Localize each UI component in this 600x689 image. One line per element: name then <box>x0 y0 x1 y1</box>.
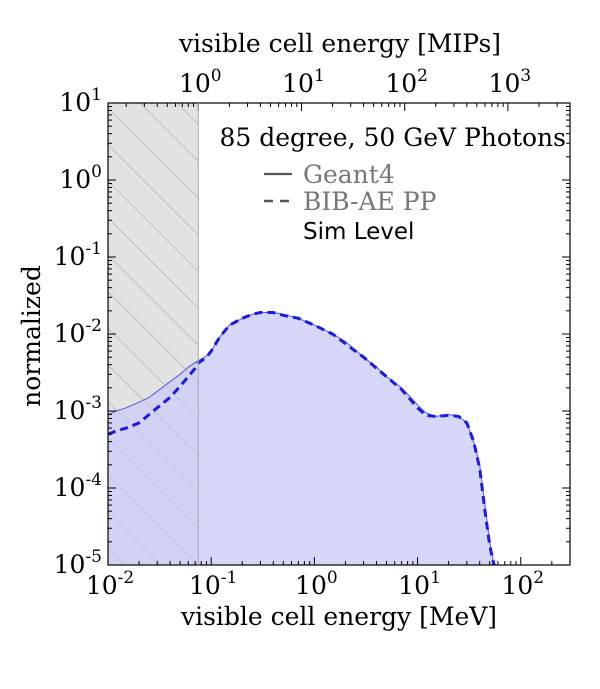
y-tick-label: 101 <box>59 85 102 117</box>
y-tick-label: 10-5 <box>54 547 102 579</box>
x-axis-top-label: visible cell energy [MIPs] <box>178 29 501 58</box>
x-tick-label: 100 <box>295 568 338 600</box>
x-tick-label: 102 <box>501 568 544 600</box>
series-geant4-fill <box>108 312 496 565</box>
x-tick-label: 10-2 <box>86 568 134 600</box>
legend-label-bib-ae: BIB-AE PP <box>303 187 436 216</box>
chart-title: 85 degree, 50 GeV Photons <box>219 123 566 152</box>
legend: Geant4 BIB-AE PP <box>264 160 436 216</box>
y-tick-label: 10-2 <box>54 316 102 348</box>
x-top-tick-label: 101 <box>282 66 325 98</box>
x-tick-label: 101 <box>398 568 441 600</box>
hatched-overlay <box>108 103 199 565</box>
legend-label-geant4: Geant4 <box>303 160 395 189</box>
series-layer <box>108 103 496 565</box>
x-tick-label: 10-1 <box>189 568 237 600</box>
x-axis-label: visible cell energy [MeV] <box>180 602 497 631</box>
y-tick-label: 10-3 <box>54 393 102 425</box>
x-top-tick-label: 103 <box>489 66 532 98</box>
series-bib-ae-line <box>108 311 496 565</box>
y-axis-label: normalized <box>17 265 46 407</box>
x-top-tick-label: 100 <box>179 66 222 98</box>
y-tick-label: 100 <box>59 162 102 194</box>
y-tick-label: 10-4 <box>54 470 102 502</box>
ticks-layer: 10-2 10-1 100 101 102 100 101 102 103 10-5 10-4 10-… <box>54 66 570 600</box>
x-top-tick-label: 102 <box>385 66 428 98</box>
y-tick-label: 10-1 <box>54 239 102 271</box>
annotation-sim-level: Sim Level <box>303 219 414 245</box>
